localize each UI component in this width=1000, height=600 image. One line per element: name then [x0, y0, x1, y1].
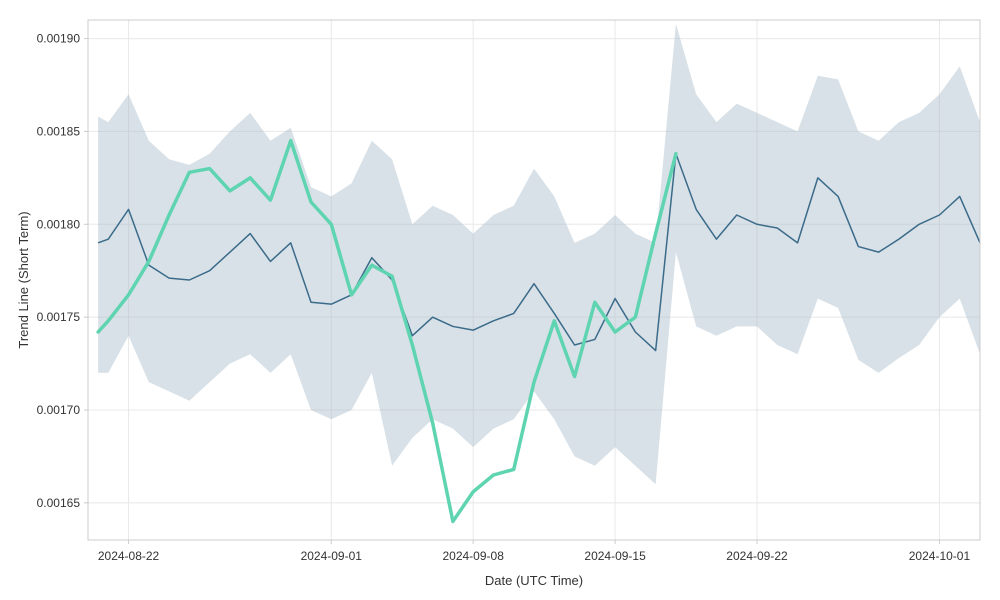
- x-tick-label: 2024-09-08: [442, 549, 504, 563]
- y-tick-label: 0.00165: [37, 496, 81, 510]
- y-tick-label: 0.00185: [37, 124, 81, 138]
- y-axis-label: Trend Line (Short Term): [16, 211, 31, 348]
- x-tick-label: 2024-08-22: [98, 549, 160, 563]
- y-tick-label: 0.00175: [37, 310, 81, 324]
- x-tick-label: 2024-09-22: [726, 549, 788, 563]
- chart-svg: 0.00165 0.00170 0.00175 0.00180 0.00185 0.001…: [0, 0, 1000, 600]
- x-tick-label: 2024-10-01: [909, 549, 971, 563]
- x-tick-label: 2024-09-01: [301, 549, 363, 563]
- trend-chart: 0.00165 0.00170 0.00175 0.00180 0.00185 0.001…: [0, 0, 1000, 600]
- y-tick-label: 0.00170: [37, 403, 81, 417]
- y-tick-label: 0.00180: [37, 217, 81, 231]
- x-tick-label: 2024-09-15: [584, 549, 646, 563]
- y-tick-label: 0.00190: [37, 32, 81, 46]
- x-axis-label: Date (UTC Time): [485, 573, 583, 588]
